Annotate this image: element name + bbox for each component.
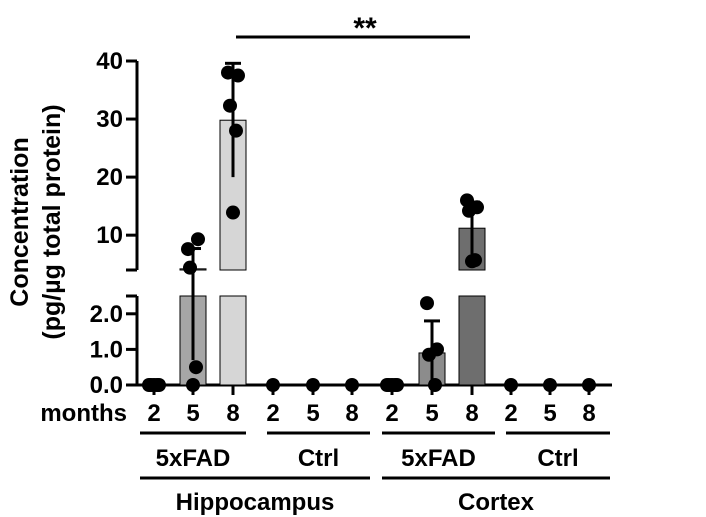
y-tick-label-upper: 10 (96, 222, 123, 249)
data-point (385, 378, 399, 392)
data-point (226, 205, 240, 220)
month-label: 8 (226, 400, 239, 427)
data-point (223, 98, 237, 113)
month-label: 2 (266, 400, 279, 427)
y-axis-label-line2: (pg/µg total protein) (38, 104, 66, 339)
y-tick-label-lower: 2.0 (90, 301, 123, 328)
month-label: 5 (543, 400, 556, 427)
y-tick-label-upper: 40 (96, 48, 123, 75)
data-point (191, 232, 205, 247)
genotype-label: Ctrl (298, 445, 339, 472)
month-label: 5 (186, 400, 199, 427)
data-point (229, 123, 243, 138)
data-point (504, 378, 518, 392)
genotype-label: 5xFAD (156, 445, 231, 472)
y-tick-label-lower: 0.0 (90, 372, 123, 399)
significance-label: ** (353, 12, 377, 45)
y-tick-label-lower: 1.0 (90, 336, 123, 363)
genotype-label: 5xFAD (401, 445, 476, 472)
bar-segment-lower (219, 295, 247, 386)
data-point (183, 260, 197, 275)
month-label: 5 (425, 400, 438, 427)
y-axis-label-line1: Concentration (6, 137, 34, 306)
data-point (186, 378, 200, 392)
data-points (142, 65, 596, 392)
data-point (147, 378, 161, 392)
data-point (465, 254, 479, 269)
data-point (345, 378, 359, 392)
data-point (266, 378, 280, 392)
month-label: 2 (504, 400, 517, 427)
y-tick-label-upper: 20 (96, 164, 123, 191)
data-point (306, 378, 320, 392)
month-label: 8 (465, 400, 478, 427)
genotype-label: Ctrl (537, 445, 578, 472)
month-label: 2 (147, 400, 160, 427)
data-point (420, 296, 434, 311)
data-point (543, 378, 557, 392)
data-point (231, 68, 245, 83)
month-label: 8 (582, 400, 595, 427)
data-point (181, 242, 195, 257)
data-point (462, 203, 476, 218)
data-point (460, 193, 474, 208)
data-point (582, 378, 596, 392)
data-point (428, 378, 442, 392)
y-tick-label-upper: 30 (96, 106, 123, 133)
months-label: months (40, 400, 127, 427)
month-label: 5 (306, 400, 319, 427)
month-label: 2 (385, 400, 398, 427)
tissue-label: Hippocampus (176, 489, 335, 516)
tissue-label: Cortex (458, 489, 535, 516)
data-point (422, 347, 436, 362)
month-label: 8 (345, 400, 358, 427)
data-point (189, 360, 203, 375)
bar-segment-lower (458, 295, 486, 386)
